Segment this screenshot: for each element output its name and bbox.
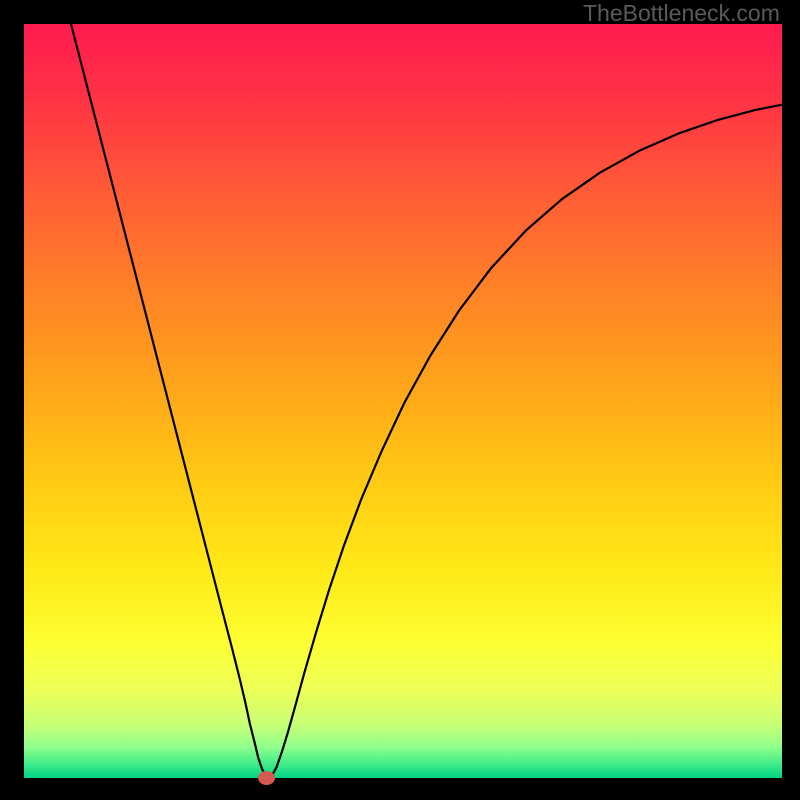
chart-frame: TheBottleneck.com bbox=[0, 0, 800, 800]
minimum-marker bbox=[258, 771, 275, 785]
chart-svg bbox=[0, 0, 800, 800]
watermark-text: TheBottleneck.com bbox=[583, 0, 780, 27]
